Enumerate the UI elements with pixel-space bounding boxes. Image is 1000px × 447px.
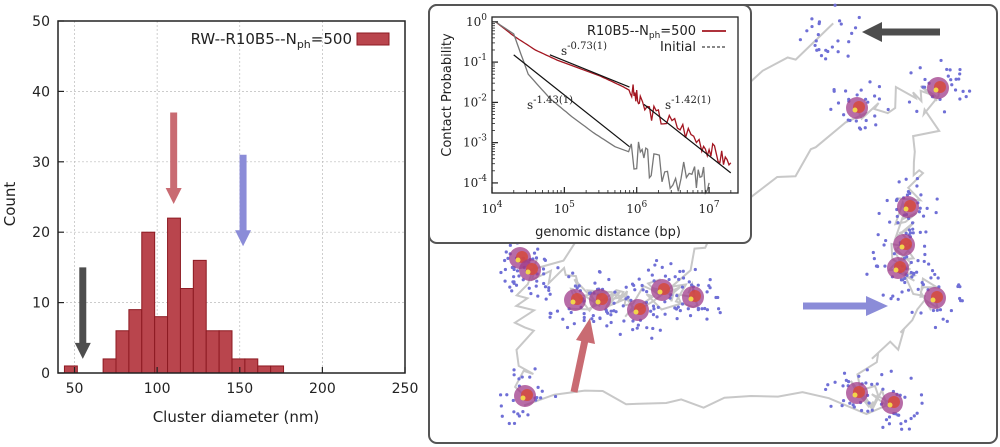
histogram-bar [270,365,285,374]
inset-legend-item: Initial [660,40,726,55]
histogram-arrow [165,112,182,205]
snapshot-arrows [570,22,940,393]
inset-series-line [495,21,710,195]
histogram-legend-swatch [356,32,390,46]
histogram-bars [63,217,285,374]
inset-x-tick-label: 104 [481,200,502,216]
inset-frame [428,4,752,244]
inset-curves [495,21,732,195]
histogram-bar [179,288,194,374]
histogram-bar [192,259,207,374]
y-tick-label: 0 [41,366,50,382]
histogram-panel: 0 10 20 30 40 50 50 100 150 200 250 Cluster diamet… [1,14,418,426]
histogram-y-axis-label: Count [1,182,19,227]
inset-annotations: s-0.73(1) s-1.43(1) s-1.42(1) [527,41,711,112]
histogram-ticks: 0 10 20 30 40 50 50 100 150 200 250 [32,14,418,397]
histogram-plot-frame [57,20,406,374]
inset-y-tick-label: 10-1 [463,53,487,69]
inset-y-tick-label: 10-3 [463,134,487,150]
y-tick-label: 10 [32,296,50,312]
polymer-snapshot [498,3,972,431]
y-tick-label: 30 [32,155,50,171]
inset-fit-line [643,103,732,174]
inset-y-axis-label: Contact Probability [440,33,455,157]
inset-fit-line [549,54,630,88]
inset-plot: 104 105 106 107 100 10-1 10-2 10-3 10-4 genomic … [428,4,752,244]
histogram-bar [167,217,181,374]
inset-legend-label: Initial [660,40,696,55]
histogram-bar [128,309,143,374]
histogram-arrows [74,112,252,359]
inset-slope-label: s-1.42(1) [665,95,711,112]
inset-x-tick-label: 105 [554,200,575,216]
inset-legend-item: R10B5--Nph=500 [587,24,726,41]
histogram-axes [57,20,406,374]
histogram-bar [141,231,156,374]
inset-y-tick-label: 10-2 [463,93,487,109]
inset-fit-lines [513,54,732,174]
inset-x-tick-label: 107 [699,200,720,216]
histogram-x-axis-label: Cluster diameter (nm) [153,408,320,426]
x-tick-label: 250 [392,381,419,397]
histogram-bar [257,365,272,374]
inset-ticks: 104 105 106 107 100 10-1 10-2 10-3 10-4 [463,13,732,216]
inset-y-tick-label: 100 [466,13,487,29]
y-tick-label: 40 [32,84,50,100]
snapshot-arrow-gray [862,22,940,42]
histogram-arrow [235,154,252,247]
x-tick-label: 200 [309,381,336,397]
x-tick-label: 100 [144,381,171,397]
histogram-bar [231,358,246,374]
x-tick-label: 50 [66,381,84,397]
inset-y-tick-label: 10-4 [463,174,487,190]
y-tick-label: 50 [32,14,50,30]
histogram-legend-label: RW--R10B5--Nph=500 [191,30,352,51]
inset-legend-label: R10B5--Nph=500 [587,24,696,41]
histogram-bar [244,358,259,374]
inset-series-line [495,21,732,167]
histogram-bar [205,330,220,374]
snapshot-arrow-red [570,318,595,393]
histogram-legend: RW--R10B5--Nph=500 [191,30,390,51]
histogram-bar [154,316,169,374]
histogram-bar [102,358,117,374]
inset-slope-label: s-1.43(1) [527,95,573,112]
histogram-bar [115,330,130,374]
x-tick-label: 150 [226,381,253,397]
histogram-grid [58,20,406,373]
y-tick-label: 20 [32,225,50,241]
inset-x-axis-label: genomic distance (bp) [535,225,681,240]
inset-fit-line [513,54,630,148]
snapshot-arrow-blue [803,296,888,316]
histogram-arrow [74,267,91,359]
histogram-bar [218,330,233,374]
inset-slope-label: s-0.73(1) [561,41,607,58]
histogram-bar [63,365,78,374]
inset-x-tick-label: 106 [626,200,647,216]
